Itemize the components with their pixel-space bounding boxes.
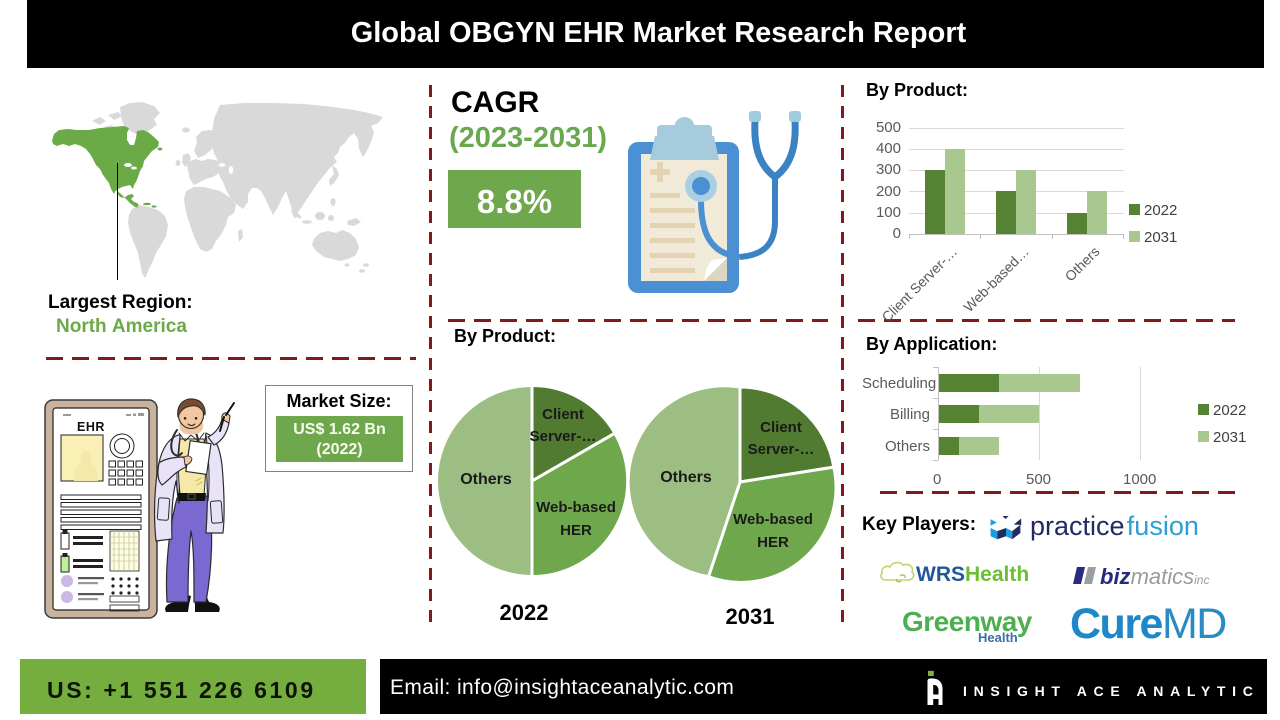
svg-text:EHR: EHR xyxy=(77,420,105,434)
